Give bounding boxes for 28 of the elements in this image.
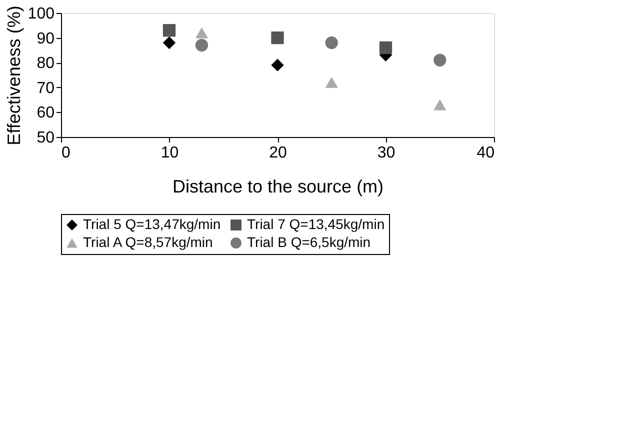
y-tick-label: 100 [28,6,55,22]
point [271,31,284,44]
x-tick-label: 10 [160,144,179,162]
point [195,27,208,38]
y-axis-title: Effectiveness (%) [4,6,24,146]
point [325,36,338,50]
y-tick-label: 70 [36,80,55,97]
x-tick-label: 20 [269,144,287,162]
point [379,41,392,54]
point [195,38,208,52]
point [162,24,176,37]
x-tick-label: 30 [377,144,396,162]
y-tick-label: 90 [36,30,55,48]
legend-label: Trial 5 Q=13,47kg/min [83,216,221,232]
y-tick-label: 60 [36,104,55,122]
point [325,76,338,88]
legend-label: Trial A Q=8,57kg/min [83,234,213,250]
x-tick-label: 40 [476,144,495,162]
point [162,36,176,50]
point [434,54,446,66]
y-tick-label: 80 [36,55,55,72]
x-axis-title: Distance to the source (m) [172,176,384,196]
point [271,58,284,72]
legend-label: Trial 7 Q=13,45kg/min [247,216,385,232]
x-tick-label: 0 [62,144,70,162]
legend-label: Trial B Q=6,5kg/min [247,234,371,250]
y-tick-label: 50 [36,130,55,146]
point [434,99,446,110]
